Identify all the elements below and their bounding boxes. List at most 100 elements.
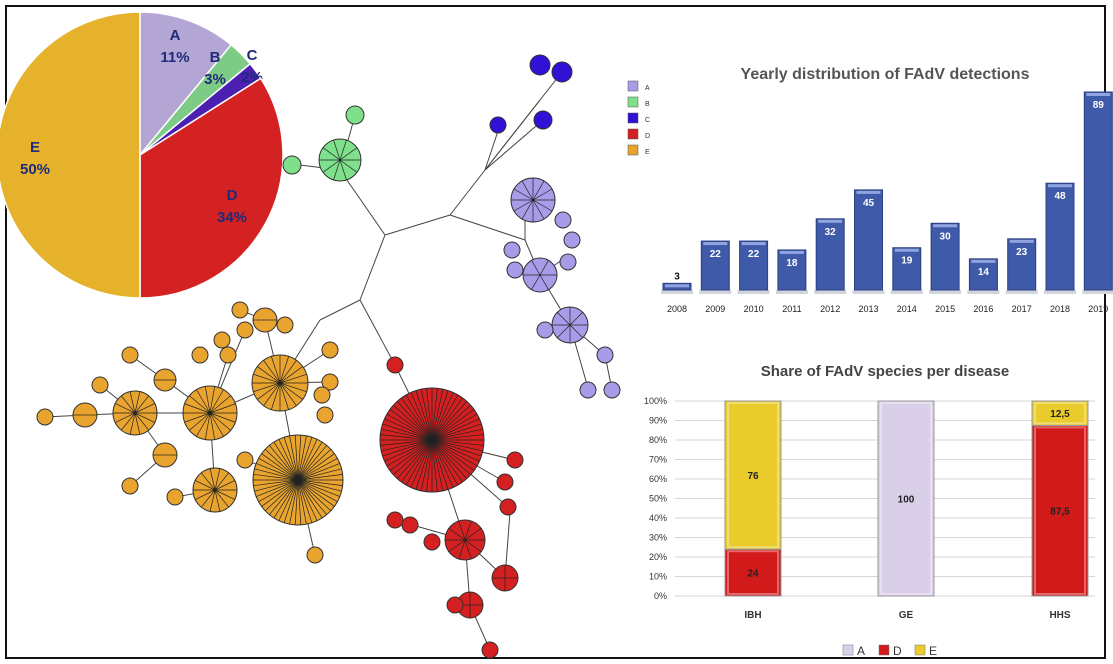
stack-legend-label-d: D	[893, 644, 902, 658]
node-e	[213, 331, 231, 349]
node-divider	[297, 479, 327, 515]
node-d	[386, 511, 404, 529]
network-edge	[449, 214, 526, 241]
node-divider	[431, 439, 438, 492]
node-divider	[273, 479, 299, 519]
category-label: HHS	[1049, 610, 1070, 621]
node-e	[306, 546, 324, 564]
node-divider	[322, 147, 341, 161]
network-edge	[449, 169, 486, 216]
network-edge	[484, 119, 544, 171]
node-divider	[531, 274, 541, 290]
segment-bevel	[1034, 426, 1086, 595]
node-divider	[448, 539, 466, 553]
node-divider	[532, 199, 545, 220]
network-edge	[319, 299, 361, 321]
node-divider	[297, 445, 327, 481]
bar-value-label: 30	[940, 231, 952, 242]
node-divider	[448, 527, 466, 541]
bar-base-shadow	[1005, 290, 1038, 294]
y-tick-label: 40%	[649, 513, 667, 523]
node-divider	[214, 489, 221, 512]
node-divider	[279, 382, 289, 410]
node-divider	[569, 324, 583, 338]
node-b	[282, 155, 302, 175]
bar-highlight	[741, 242, 766, 246]
node-divider	[196, 389, 211, 414]
node-divider	[431, 401, 468, 441]
node-divider	[464, 520, 472, 541]
bar-chart-title: Yearly distribution of FAdV detections	[741, 66, 1030, 83]
node-d	[481, 641, 499, 659]
node-divider	[184, 403, 211, 414]
node-divider	[384, 439, 433, 462]
bar-2015	[930, 222, 960, 291]
stack-legend-label-a: A	[857, 644, 865, 658]
node-divider	[380, 439, 433, 446]
node-divider	[405, 394, 433, 441]
node-a	[536, 321, 554, 339]
node-a	[596, 346, 614, 364]
segment-bevel	[880, 402, 932, 595]
node-divider	[253, 374, 281, 384]
node-c	[489, 116, 507, 134]
node-divider	[297, 435, 307, 481]
node-d	[506, 451, 524, 469]
node-divider	[410, 439, 433, 488]
legend-label-e: E	[645, 149, 650, 156]
node-divider	[297, 439, 318, 481]
y-tick-label: 50%	[649, 494, 667, 504]
node-a	[559, 253, 577, 271]
node-divider	[381, 428, 433, 441]
y-tick-label: 100%	[644, 396, 667, 406]
node-divider	[297, 437, 313, 481]
node-divider	[264, 448, 299, 481]
node-e	[121, 477, 139, 495]
bar-value-label: 22	[748, 249, 760, 260]
bar-highlight	[665, 284, 689, 288]
bar-2009	[700, 240, 730, 291]
node-divider	[393, 439, 433, 476]
stack-legend-swatch-d	[878, 644, 890, 656]
bar-2019	[1083, 91, 1113, 291]
node-divider	[382, 439, 433, 457]
bar-value-label: 14	[978, 267, 990, 278]
node-divider	[431, 439, 475, 471]
node-divider	[410, 392, 433, 441]
node-divider	[257, 382, 281, 400]
node-e	[321, 373, 339, 391]
node-divider	[256, 463, 299, 481]
node-divider	[431, 394, 459, 441]
bar-category-label: 2013	[858, 304, 878, 314]
bar-base-shadow	[1044, 290, 1076, 294]
bar-highlight	[894, 248, 919, 252]
node-divider	[214, 480, 235, 491]
node-divider	[214, 472, 229, 491]
node-divider	[209, 395, 231, 414]
bar-2014	[892, 247, 922, 291]
pie-percent-d: 34%	[217, 209, 247, 226]
node-divider	[333, 139, 341, 161]
node-divider	[209, 412, 224, 437]
node-d	[386, 356, 404, 374]
bar-2012	[815, 218, 845, 291]
y-tick-label: 90%	[649, 416, 667, 426]
node-e	[236, 321, 254, 339]
pie-label-d: D	[227, 187, 238, 204]
node-divider	[297, 458, 338, 481]
bar-highlight	[856, 190, 881, 194]
node-c	[529, 54, 551, 76]
node-divider	[214, 489, 235, 500]
node-divider	[521, 199, 534, 220]
y-tick-label: 70%	[649, 455, 667, 465]
node-divider	[431, 390, 449, 441]
node-d	[499, 498, 517, 516]
node-e	[231, 301, 249, 319]
node-divider	[279, 382, 303, 400]
node-divider	[283, 437, 299, 481]
species-share-chart: Share of FAdV species per disease 0% 10% 20…	[644, 363, 1095, 658]
node-divider	[431, 423, 482, 441]
node-divider	[201, 472, 216, 491]
node-divider	[279, 366, 303, 384]
node-divider	[195, 480, 216, 491]
